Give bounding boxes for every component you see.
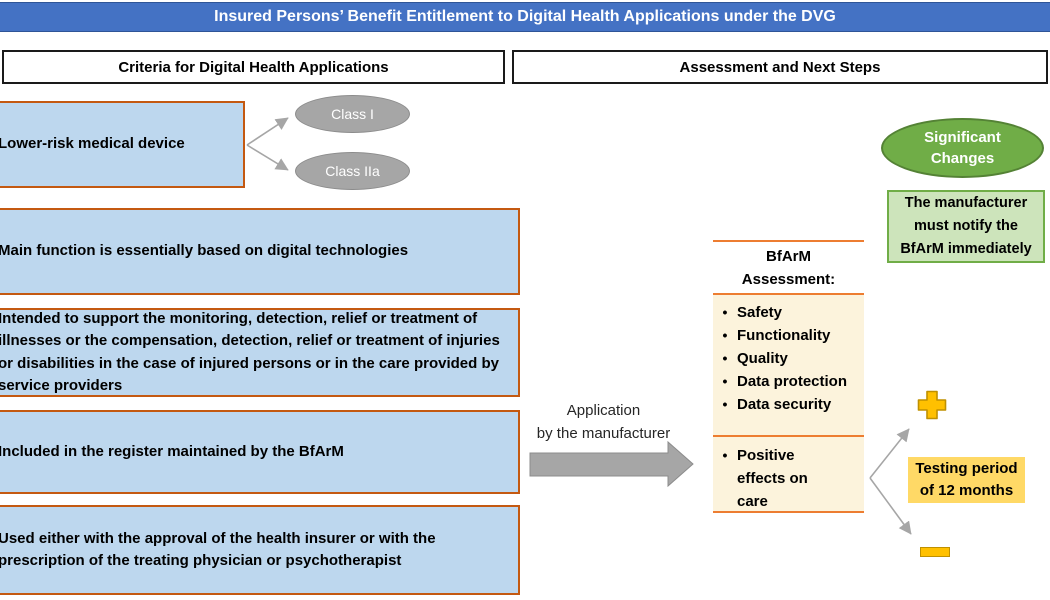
connector-negative-outcome	[869, 477, 912, 535]
bullet-icon: •	[722, 350, 728, 366]
column-header-criteria: Criteria for Digital Health Applications	[2, 50, 505, 84]
bfarm-outcome-list: • Positive effects on care	[713, 444, 864, 513]
manufacturer-notify-box: The manufacturer must notify the BfArM i…	[887, 190, 1045, 263]
list-item: • Positive effects on care	[713, 444, 864, 513]
list-item-label: Positive effects on care	[737, 447, 808, 510]
bullet-icon: •	[722, 447, 728, 463]
bullet-icon: •	[722, 327, 728, 343]
significant-changes-label: Significant Changes	[924, 129, 1001, 167]
bfarm-assessment-header-label: BfArM Assessment:	[741, 247, 836, 288]
connector-class-iia	[246, 144, 289, 171]
testing-period-label: Testing period of 12 months	[915, 460, 1018, 499]
list-item-label: Data security	[737, 396, 832, 413]
bullet-icon: •	[722, 304, 728, 320]
list-item-label: Data protection	[737, 373, 848, 390]
list-item-label: Safety	[737, 304, 783, 321]
bfarm-assessment-header: BfArM Assessment:	[713, 242, 864, 293]
bullet-icon: •	[722, 396, 728, 412]
class-iia-label: Class IIa	[325, 163, 380, 179]
significant-changes-ellipse: Significant Changes	[881, 118, 1044, 178]
bullet-icon: •	[722, 373, 728, 389]
class-iia-ellipse: Class IIa	[295, 152, 410, 190]
minus-icon	[920, 547, 950, 557]
column-header-assessment-label: Assessment and Next Steps	[679, 58, 881, 76]
application-arrow	[529, 440, 694, 488]
criteria-box-approval: Used either with the approval of the hea…	[0, 505, 520, 595]
criteria-box-approval-label: Used either with the approval of the hea…	[0, 529, 436, 570]
plus-icon	[917, 390, 947, 420]
criteria-box-lower-risk: Lower-risk medical device	[0, 101, 245, 188]
application-arrow-label-line2: by the manufacturer	[536, 425, 671, 442]
bfarm-criteria-section: • Safety • Functionality • Quality • Dat…	[713, 293, 864, 435]
page-title: Insured Persons’ Benefit Entitlement to …	[0, 2, 1050, 32]
criteria-box-intended-support: Intended to support the monitoring, dete…	[0, 308, 520, 397]
connector-positive-outcome	[869, 428, 910, 479]
list-item: • Functionality	[713, 324, 864, 347]
list-item: • Quality	[713, 347, 864, 370]
column-header-assessment: Assessment and Next Steps	[512, 50, 1048, 84]
bfarm-outcome-section: • Positive effects on care	[713, 435, 864, 511]
connector-class-i	[246, 117, 289, 146]
criteria-box-lower-risk-label: Lower-risk medical device	[0, 135, 185, 153]
application-arrow-label-line1: Application	[566, 402, 641, 419]
list-item: • Data security	[713, 393, 864, 416]
criteria-box-register: Included in the register maintained by t…	[0, 410, 520, 494]
bfarm-criteria-list: • Safety • Functionality • Quality • Dat…	[713, 301, 864, 416]
criteria-box-intended-support-label: Intended to support the monitoring, dete…	[0, 309, 500, 395]
bfarm-assessment-panel: BfArM Assessment: • Safety • Functionali…	[713, 240, 864, 513]
list-item: • Data protection	[713, 370, 864, 393]
criteria-box-main-function-label: Main function is essentially based on di…	[0, 242, 409, 260]
testing-period-box: Testing period of 12 months	[908, 457, 1025, 503]
list-item: • Safety	[713, 301, 864, 324]
application-arrow-label: Application by the manufacturer	[521, 399, 686, 445]
manufacturer-notify-label: The manufacturer must notify the BfArM i…	[900, 195, 1032, 257]
criteria-box-main-function: Main function is essentially based on di…	[0, 208, 520, 295]
list-item-label: Quality	[737, 350, 788, 367]
class-i-label: Class I	[331, 106, 374, 122]
column-header-criteria-label: Criteria for Digital Health Applications	[118, 58, 389, 76]
class-i-ellipse: Class I	[295, 95, 410, 133]
list-item-label: Functionality	[737, 327, 831, 344]
criteria-box-register-label: Included in the register maintained by t…	[0, 442, 344, 460]
